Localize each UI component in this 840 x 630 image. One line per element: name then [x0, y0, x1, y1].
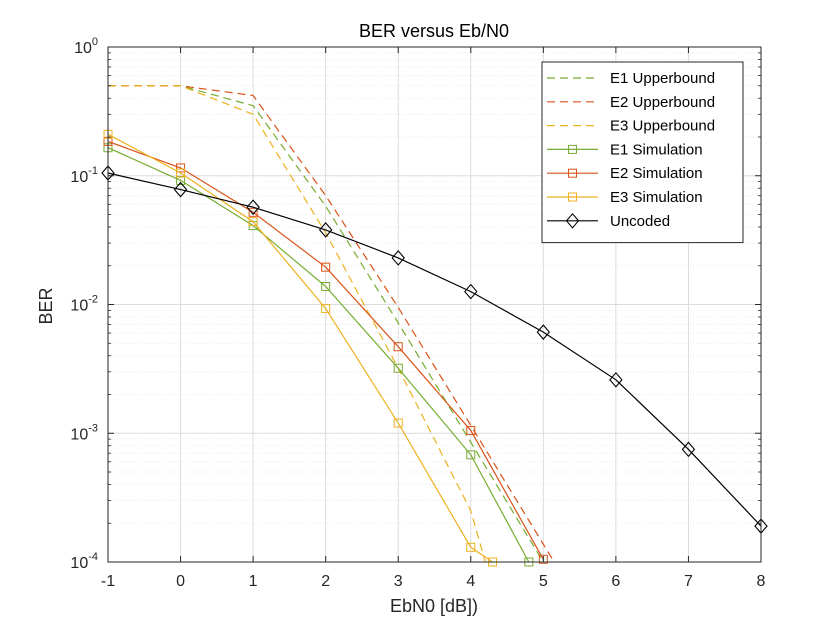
series-line-e3-upperbound [108, 85, 486, 563]
data-point-marker [464, 283, 478, 300]
legend-box [541, 61, 744, 244]
legend-label: Uncoded [610, 213, 670, 230]
x-axis-label: EbN0 [dB]) [390, 596, 478, 616]
legend: E1 Upperbound E2 Upperbound E3 Upperbound E… [541, 61, 744, 244]
data-point-marker [176, 168, 186, 178]
data-point-marker [393, 363, 403, 373]
data-point-marker [321, 304, 331, 314]
series-line-e2-simulation [107, 140, 544, 560]
y-tick-label: 10-3 [70, 422, 98, 443]
data-point-marker [318, 222, 333, 238]
data-point-marker [536, 324, 551, 340]
x-tick-label: -1 [101, 573, 115, 590]
x-tick-label: 3 [394, 573, 403, 590]
x-tick-label: 0 [176, 573, 185, 590]
axes: -1 0 1 2 3 4 5 6 7 8 100 10-1 10-2 10-3 10-4 [70, 36, 765, 590]
y-axis-label: BER [36, 287, 56, 324]
series-group [101, 85, 768, 567]
x-tick-label: 7 [684, 573, 693, 590]
legend-swatch-marker [568, 192, 577, 202]
x-tick-label: 8 [757, 573, 766, 590]
legend-swatch-marker [568, 144, 577, 154]
x-tick-label: 6 [611, 573, 620, 590]
legend-swatch-marker [568, 168, 577, 178]
data-point-marker [173, 181, 188, 198]
x-tick-label: 1 [249, 573, 258, 590]
y-tick-label: 10-4 [70, 551, 98, 572]
legend-label: E2 Simulation [610, 165, 703, 182]
data-point-marker [466, 542, 476, 552]
x-tick-label: 2 [321, 573, 330, 590]
data-point-marker [538, 554, 548, 564]
y-tick-label: 100 [74, 36, 98, 57]
legend-label: E3 Simulation [610, 189, 703, 206]
series-line-e1-simulation [107, 147, 530, 563]
legend-label: E1 Upperbound [610, 70, 715, 87]
data-point-marker [393, 418, 403, 428]
data-point-marker [246, 199, 260, 216]
x-tick-label: 5 [539, 573, 548, 590]
x-tick-label: 4 [466, 573, 475, 590]
data-point-marker [466, 426, 476, 436]
legend-label: E2 Upperbound [610, 94, 715, 111]
data-point-marker [681, 441, 696, 458]
data-point-marker [466, 450, 476, 460]
data-point-marker [393, 342, 403, 352]
legend-swatch-marker [565, 212, 580, 229]
data-point-marker [176, 175, 186, 185]
y-tick-label: 10-1 [70, 165, 98, 186]
data-point-marker [248, 217, 258, 227]
data-point-marker [321, 281, 331, 291]
series-line-uncoded [107, 172, 762, 527]
data-point-marker [176, 163, 186, 173]
data-point-marker [391, 250, 405, 266]
data-point-marker [609, 371, 623, 388]
legend-label: E3 Upperbound [610, 118, 715, 135]
data-point-marker [321, 262, 331, 272]
series-line-e3-simulation [107, 133, 493, 563]
y-tick-label: 10-2 [70, 294, 98, 315]
data-point-marker [248, 207, 258, 217]
legend-label: E1 Simulation [610, 141, 703, 158]
chart-title: BER versus Eb/N0 [359, 21, 509, 41]
